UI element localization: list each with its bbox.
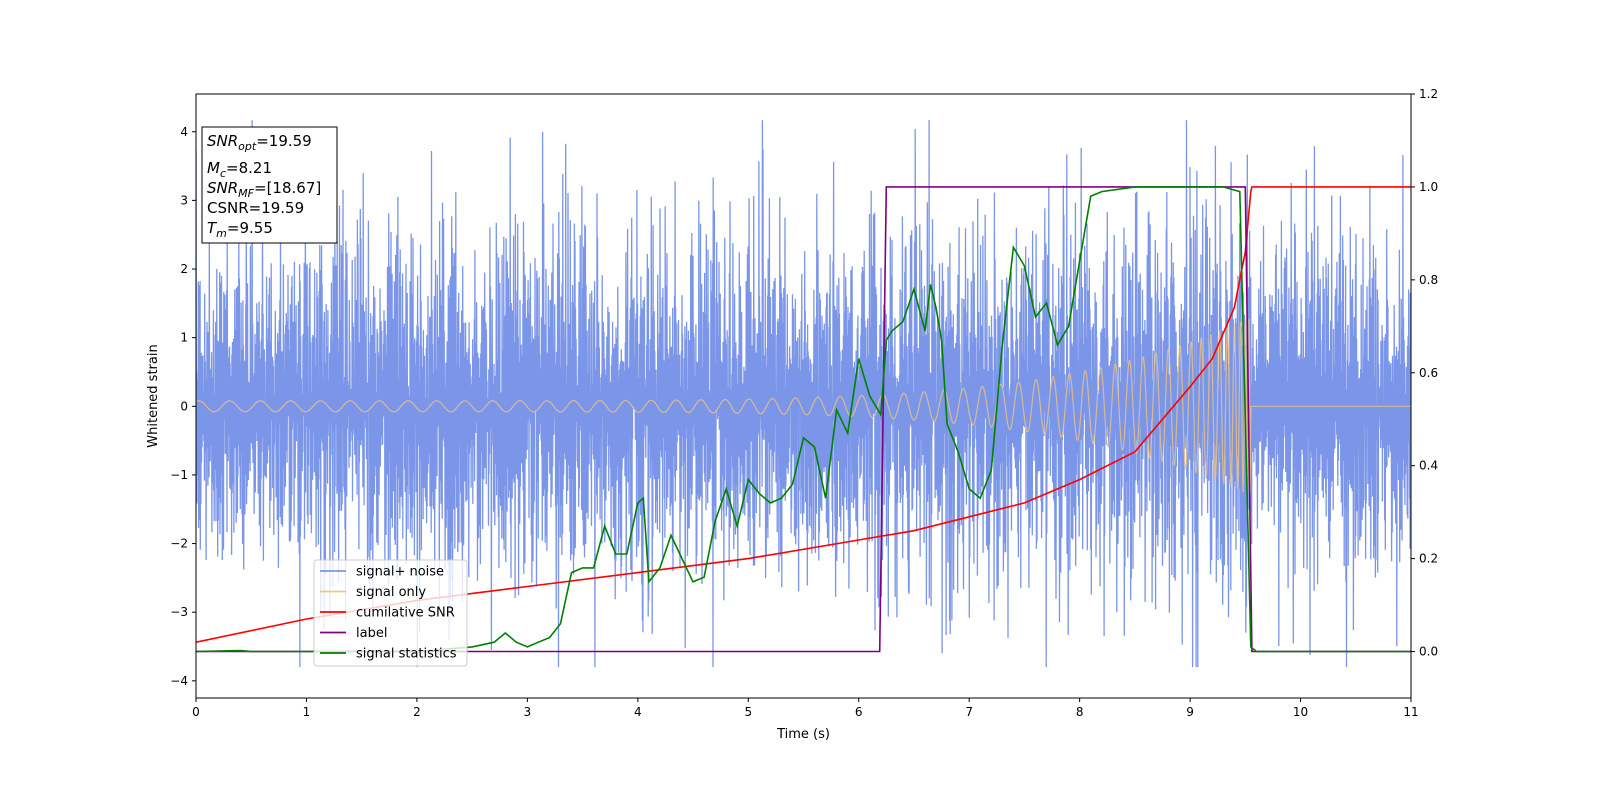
legend-label: signal only bbox=[356, 585, 426, 600]
series-signal-only bbox=[196, 318, 1411, 495]
legend-label: signal statistics bbox=[356, 647, 457, 662]
y-tick-label-right: 0.6 bbox=[1419, 366, 1438, 380]
legend-frame bbox=[313, 559, 468, 667]
x-tick-label: 4 bbox=[634, 705, 642, 719]
x-tick-label: 8 bbox=[1076, 705, 1084, 719]
x-axis-label: Time (s) bbox=[776, 727, 830, 742]
series-cumilative-snr bbox=[196, 186, 1411, 643]
y-tick-label-right: 1.2 bbox=[1419, 87, 1438, 101]
y-tick-label-right: 0.4 bbox=[1419, 459, 1438, 473]
legend-label: cumilative SNR bbox=[356, 606, 455, 621]
y-tick-label-left: −1 bbox=[170, 468, 188, 482]
y-tick-label-left: 4 bbox=[180, 125, 188, 139]
annotation-tm: Tm=9.55 bbox=[207, 219, 273, 240]
x-tick-label: 3 bbox=[524, 705, 532, 719]
y-tick-label-left: −2 bbox=[170, 537, 188, 551]
y-tick-label-right: 0.2 bbox=[1419, 552, 1438, 566]
x-tick-label: 1 bbox=[303, 705, 311, 719]
annotation-csnr: CSNR=19.59 bbox=[207, 199, 304, 217]
y-tick-label-left: 3 bbox=[180, 193, 188, 207]
y-tick-label-left: 1 bbox=[180, 331, 188, 345]
y-tick-label-left: 0 bbox=[180, 399, 188, 413]
legend-label: signal+ noise bbox=[356, 565, 444, 580]
annotation-box: SNRopt=19.59 Mc=8.21 SNRMF=[18.67] CSNR=… bbox=[201, 126, 338, 244]
x-tick-label: 10 bbox=[1293, 705, 1308, 719]
x-tick-label: 9 bbox=[1186, 705, 1194, 719]
x-tick-label: 6 bbox=[855, 705, 863, 719]
x-tick-label: 2 bbox=[413, 705, 421, 719]
x-tick-label: 5 bbox=[744, 705, 752, 719]
series-signal-statistics bbox=[196, 186, 1411, 653]
legend: signal+ noise signal only cumilative SNR la… bbox=[313, 559, 468, 667]
x-tick-label: 7 bbox=[965, 705, 973, 719]
annotation-snr-opt: SNRopt=19.59 bbox=[207, 132, 312, 153]
y-axis-label: Whitened strain bbox=[146, 344, 161, 447]
axis-ticks: 0 1 2 3 4 5 6 7 8 9 10 1143210−1−2−3−41.21.00.80.60… bbox=[170, 87, 1438, 719]
x-tick-label: 0 bbox=[192, 705, 200, 719]
x-tick-label: 11 bbox=[1403, 705, 1418, 719]
y-tick-label-left: −4 bbox=[170, 674, 188, 688]
axes-frame bbox=[195, 93, 1412, 699]
plot-area bbox=[196, 120, 1411, 668]
annotation-mc: Mc=8.21 bbox=[207, 159, 272, 180]
y-tick-label-left: −3 bbox=[170, 605, 188, 619]
legend-label: label bbox=[356, 626, 387, 641]
y-tick-label-right: 0.0 bbox=[1419, 645, 1438, 659]
y-tick-label-left: 2 bbox=[180, 262, 188, 276]
y-tick-label-right: 1.0 bbox=[1419, 180, 1438, 194]
y-tick-label-right: 0.8 bbox=[1419, 273, 1438, 287]
annotation-snr-mf: SNRMF=[18.67] bbox=[207, 179, 321, 200]
